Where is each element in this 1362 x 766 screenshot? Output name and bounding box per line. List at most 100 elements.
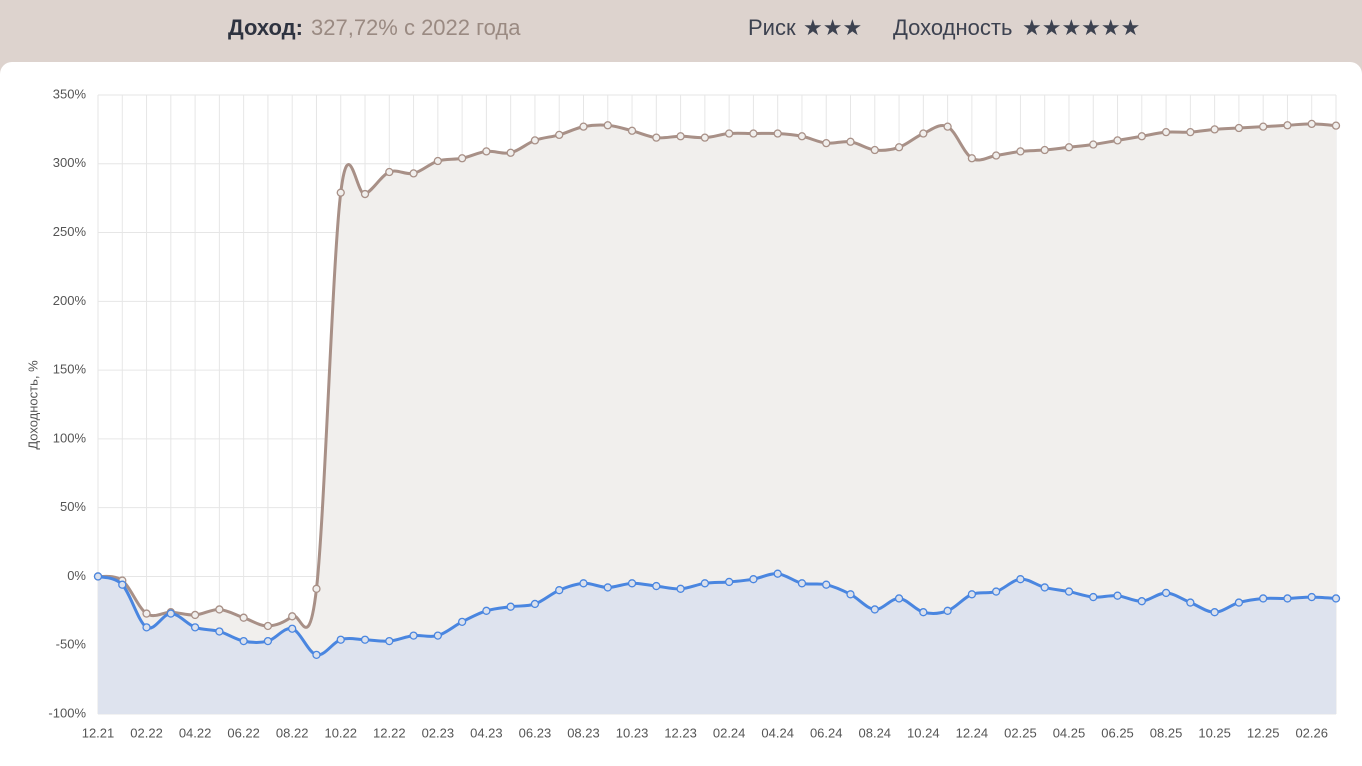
data-point	[992, 151, 1001, 160]
x-tick-label: 10.23	[616, 725, 649, 740]
data-point	[992, 587, 1001, 596]
x-tick-label: 02.24	[713, 725, 746, 740]
y-tick-label: 150%	[53, 362, 87, 377]
data-point	[1283, 121, 1292, 130]
x-tick-label: 10.24	[907, 725, 940, 740]
data-point	[627, 579, 637, 588]
risk-label: Риск	[748, 15, 796, 40]
data-point	[773, 129, 782, 138]
data-point	[288, 624, 297, 633]
data-point	[1234, 123, 1244, 133]
data-point	[676, 132, 685, 141]
x-tick-label: 08.24	[859, 725, 892, 740]
data-point	[797, 579, 807, 588]
data-point	[749, 129, 758, 138]
data-point	[312, 584, 321, 593]
data-point	[1259, 122, 1268, 131]
x-tick-label: 08.23	[567, 725, 600, 740]
data-point	[385, 167, 394, 177]
data-point	[894, 594, 904, 603]
data-point	[190, 623, 200, 632]
x-tick-label: 12.22	[373, 725, 406, 740]
data-point	[530, 136, 540, 145]
data-point	[215, 605, 224, 614]
data-point	[1307, 592, 1316, 602]
data-point	[1283, 594, 1292, 603]
data-point	[652, 581, 661, 591]
x-tick-label: 06.25	[1101, 725, 1134, 740]
data-point	[1331, 121, 1341, 130]
x-tick-label: 10.22	[324, 725, 357, 740]
y-axis-label: Доходность, %	[25, 360, 40, 450]
data-point	[433, 631, 442, 640]
data-point	[846, 137, 855, 146]
data-point	[1064, 587, 1074, 596]
data-point	[749, 575, 758, 584]
data-point	[239, 613, 248, 622]
data-point	[190, 610, 200, 620]
data-point	[142, 609, 151, 618]
data-point	[1234, 598, 1244, 607]
data-point	[360, 635, 370, 644]
data-point	[166, 609, 175, 618]
data-point	[579, 579, 588, 588]
series-area	[98, 123, 1336, 714]
y-tick-label: 100%	[53, 430, 87, 445]
x-tick-label: 12.23	[664, 725, 697, 740]
data-point	[555, 130, 564, 140]
data-point	[1137, 597, 1146, 606]
data-point	[943, 122, 952, 131]
data-point	[336, 188, 345, 197]
data-point	[919, 129, 928, 138]
data-point	[530, 599, 540, 609]
x-tick-label: 06.24	[810, 725, 843, 740]
x-tick-label: 04.22	[179, 725, 212, 740]
data-point	[797, 132, 807, 141]
data-point	[603, 121, 612, 130]
data-point	[263, 621, 273, 631]
x-tick-label: 06.23	[519, 725, 552, 740]
data-point	[263, 636, 273, 646]
income-label: Доход:	[228, 15, 303, 40]
data-point	[1016, 575, 1025, 584]
data-point	[1331, 594, 1341, 603]
data-point	[239, 636, 248, 646]
data-point	[943, 606, 952, 615]
data-point	[724, 129, 734, 138]
data-point	[603, 583, 612, 592]
data-point	[1161, 588, 1171, 598]
data-point	[312, 650, 321, 660]
data-point	[1016, 147, 1025, 156]
data-point	[846, 590, 855, 599]
data-point	[894, 143, 904, 152]
data-point	[433, 156, 442, 166]
data-point	[967, 154, 977, 163]
y-tick-label: -100%	[48, 705, 86, 720]
data-point	[1307, 119, 1316, 129]
data-point	[579, 122, 588, 131]
y-tick-label: 0%	[67, 568, 86, 583]
y-tick-label: 250%	[53, 224, 87, 239]
data-point	[288, 612, 297, 621]
data-point	[1210, 125, 1219, 134]
x-tick-label: 04.24	[761, 725, 794, 740]
data-point	[482, 147, 491, 156]
y-tick-label: 350%	[53, 86, 87, 101]
y-tick-label: 50%	[60, 499, 86, 514]
income-value: 327,72% с 2022 года	[311, 15, 521, 40]
x-tick-label: 10.25	[1198, 725, 1231, 740]
x-tick-label: 12.25	[1247, 725, 1280, 740]
data-point	[919, 608, 928, 617]
data-point	[700, 579, 710, 588]
data-point	[652, 133, 661, 142]
x-tick-label: 04.25	[1053, 725, 1086, 740]
data-point	[1113, 136, 1122, 145]
y-tick-label: -50%	[56, 637, 87, 652]
series-line	[97, 572, 1337, 657]
data-point	[118, 580, 127, 589]
data-point	[1089, 592, 1098, 602]
data-point	[360, 189, 370, 199]
data-point	[1040, 145, 1049, 155]
